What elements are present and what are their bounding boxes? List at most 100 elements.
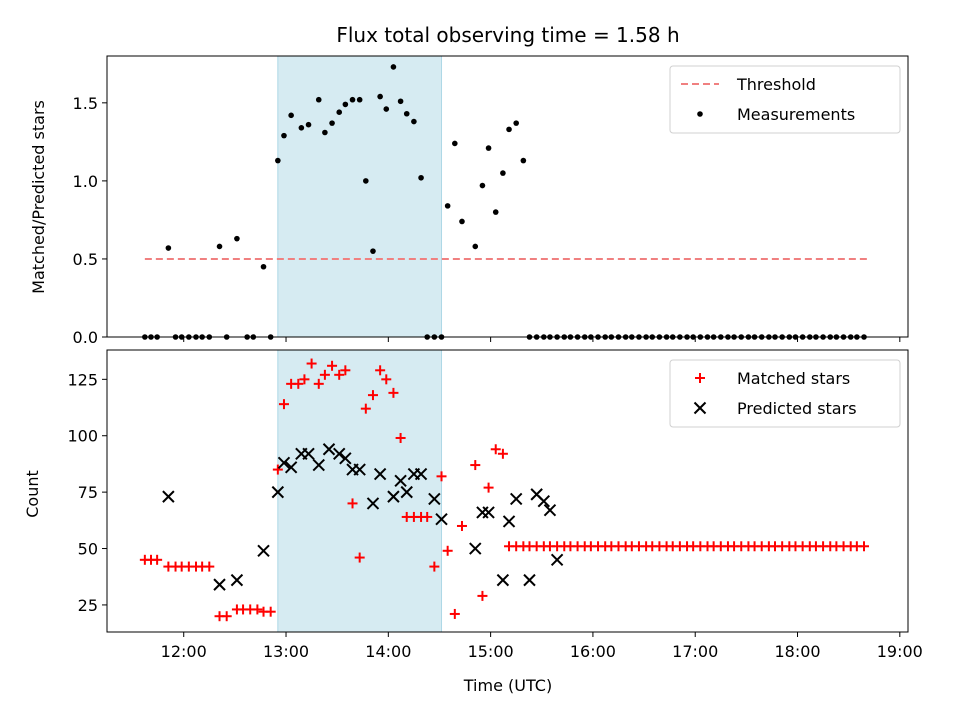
y-tick-label: 1.5 [73,94,98,113]
matched-star-point [456,520,467,531]
legend-label: Predicted stars [737,399,857,418]
matched-star-point [293,378,304,389]
legend: Matched stars Predicted stars [669,359,901,428]
predicted-star-point [302,447,315,460]
x-tick-label: 16:00 [570,642,616,661]
matched-star-point [388,387,399,398]
matched-star-point [367,390,378,401]
predicted-star-point [366,497,380,510]
matched-star-point [375,365,386,376]
measurement-point [275,157,281,164]
matched-star-point [449,608,460,619]
predicted-star-point [476,506,489,519]
predicted-legend-icon [693,401,707,415]
measurement-point [322,129,328,136]
matched-star-point [859,541,870,552]
predicted-star-point [213,578,226,591]
legend: Threshold Measurements [669,65,901,134]
shaded-interval [277,55,443,338]
predicted-star-point [257,544,270,557]
predicted-star-point [271,485,285,499]
measurement-legend-icon [697,111,703,117]
y-tick-label: 0.5 [73,250,98,269]
y-tick-label: 100 [67,427,98,446]
measurement-point [363,178,369,184]
measurement-point [500,170,506,176]
matched-star-point [299,374,310,385]
measurement-point [336,109,343,115]
ratio-panel: 0.0 0.5 1.0 1.5 Threshold Measurements [73,55,909,347]
matched-star-point [470,460,481,471]
measurement-point [513,120,519,126]
x-tick-label: 13:00 [263,642,309,661]
chart-title: Flux total observing time = 1.58 h [336,23,679,47]
predicted-star-point [482,506,495,519]
matched-star-point [252,604,263,615]
matched-star-point [278,399,289,410]
measurement-point [383,106,390,112]
predicted-star-point [230,573,244,587]
measurement-point [444,203,451,209]
axes-frame [106,55,909,338]
bottom-xlabel: Time (UTC) [463,676,552,695]
matched-star-point [319,369,330,380]
matched-star-point [204,561,215,572]
legend-box [669,65,901,134]
legend-label: Matched stars [737,369,850,388]
measurement-point [370,248,376,254]
predicted-star-point [339,452,352,465]
matched-star-point [381,374,392,385]
matched-star-point [442,545,453,556]
predicted-star-point [414,467,428,481]
measurement-point [234,235,240,242]
matched-star-point [395,432,406,443]
measurement-point [377,93,383,100]
measurement-point [479,182,486,189]
measurement-point [472,243,479,250]
measurement-point [260,263,267,270]
x-tick-label: 12:00 [161,642,207,661]
predicted-star-point [428,492,441,506]
predicted-star-point [435,512,448,526]
matched-star-point [490,444,501,455]
y-tick-label: 0.0 [73,328,98,347]
matched-star-point [422,511,433,522]
measurement-point [342,101,349,108]
predicted-star-point [502,515,516,528]
x-tick-label: 14:00 [365,642,411,661]
matched-star-point [347,498,358,509]
predicted-star-point [162,490,175,503]
matched-star-point [477,590,488,601]
y-tick-label: 25 [78,596,98,615]
count-panel: 25 50 75 100 125 12:00 13:00 14:00 15:00 16:00 17:… [67,349,923,661]
measurement-point [520,157,527,164]
legend-label: Threshold [736,75,816,94]
measurement-point [403,110,410,117]
measurement-point [281,132,287,139]
x-tick-label: 18:00 [774,642,820,661]
measurement-point [452,140,458,147]
matched-star-point [429,561,440,572]
matched-star-point [272,464,283,475]
measurement-point [305,121,312,128]
predicted-star-point [312,458,325,472]
x-tick-label: 17:00 [672,642,718,661]
x-tick-label: 19:00 [877,642,923,661]
legend-box [669,359,901,428]
measurement-point [298,125,305,131]
predicted-star-point [277,456,291,470]
measurement-point [506,126,512,133]
measurement-point [165,245,172,251]
axes-frame [106,349,909,633]
predicted-star-point [400,485,413,499]
predicted-star-point [373,467,387,481]
predicted-star-point [550,553,564,567]
measurement-point [349,96,356,103]
top-ylabel: Matched/Predicted stars [29,100,48,294]
matched-star-point [306,358,317,369]
measurement-point [288,112,294,119]
matched-star-point [360,403,371,414]
y-tick-label: 50 [78,540,98,559]
y-tick-label: 125 [67,370,98,389]
